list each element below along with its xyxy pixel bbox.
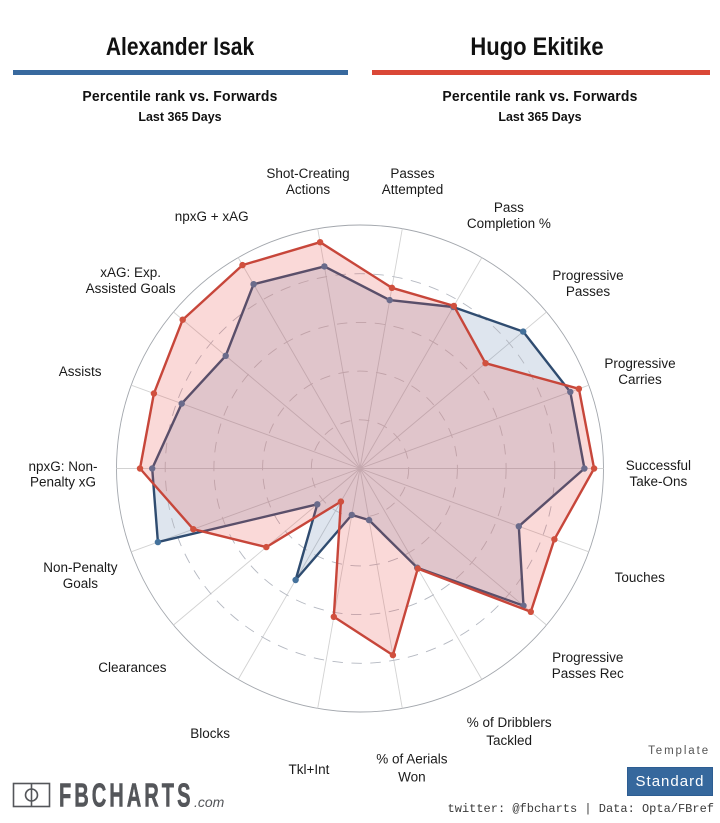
svg-text:Completion %: Completion %	[467, 216, 551, 231]
svg-text:Progressive: Progressive	[552, 268, 623, 283]
svg-text:Carries: Carries	[618, 372, 662, 387]
svg-text:Touches: Touches	[615, 570, 666, 585]
svg-text:Successful: Successful	[626, 458, 691, 473]
svg-text:Non-Penalty: Non-Penalty	[43, 560, 118, 575]
svg-text:Take-Ons: Take-Ons	[630, 474, 688, 489]
svg-text:npxG: Non-: npxG: Non-	[28, 459, 97, 474]
svg-text:% of Dribblers: % of Dribblers	[467, 715, 552, 730]
svg-text:Passes: Passes	[566, 284, 611, 299]
svg-text:Shot-Creating: Shot-Creating	[266, 166, 349, 181]
svg-text:Assisted Goals: Assisted Goals	[86, 281, 176, 296]
svg-text:Tkl+Int: Tkl+Int	[289, 762, 330, 777]
svg-text:Clearances: Clearances	[98, 660, 167, 675]
svg-text:Tackled: Tackled	[486, 733, 532, 748]
svg-text:Progressive: Progressive	[552, 650, 623, 665]
svg-text:Blocks: Blocks	[190, 726, 230, 741]
svg-text:Pass: Pass	[494, 200, 524, 215]
svg-text:Progressive: Progressive	[604, 356, 675, 371]
svg-text:Won: Won	[398, 770, 426, 785]
svg-text:Attempted: Attempted	[382, 182, 444, 197]
svg-text:xAG: Exp.: xAG: Exp.	[100, 265, 161, 280]
svg-text:Goals: Goals	[63, 576, 99, 591]
svg-text:Passes: Passes	[390, 166, 435, 181]
svg-text:FBCHARTS: FBCHARTS	[59, 778, 193, 814]
svg-text:.com: .com	[194, 794, 225, 810]
svg-text:npxG + xAG: npxG + xAG	[175, 209, 249, 224]
svg-text:Actions: Actions	[286, 182, 331, 197]
svg-text:Passes Rec: Passes Rec	[552, 666, 624, 681]
svg-text:Penalty xG: Penalty xG	[30, 475, 96, 490]
svg-text:Assists: Assists	[59, 364, 102, 379]
svg-text:% of Aerials: % of Aerials	[376, 752, 448, 767]
